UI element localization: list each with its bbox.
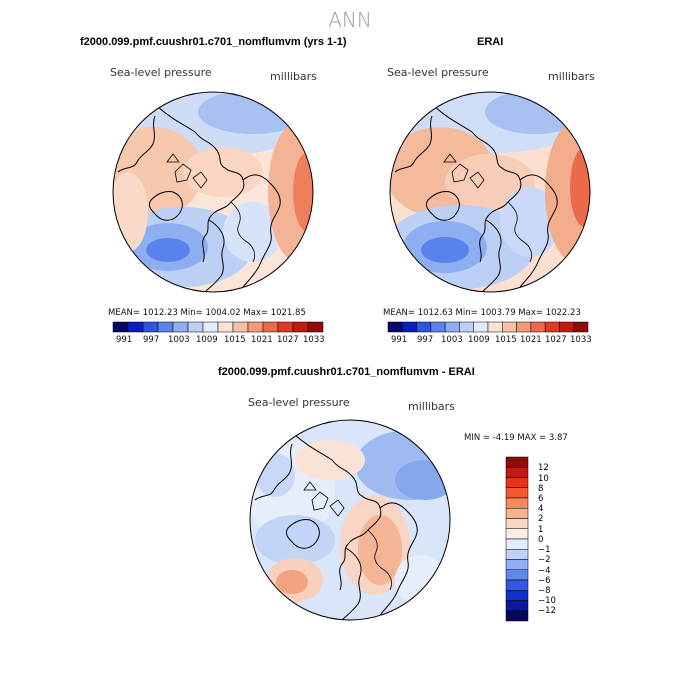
colorbar-swatch xyxy=(505,549,529,560)
tick-label: 1 xyxy=(538,525,544,535)
tick-label: 8 xyxy=(538,484,544,494)
tick-label: −12 xyxy=(538,606,556,616)
tick-label: −6 xyxy=(538,576,551,586)
colorbar-swatch xyxy=(544,321,560,333)
colorbar-swatch xyxy=(172,321,189,333)
colorbar-swatch xyxy=(217,321,234,333)
panel-2-map xyxy=(389,91,591,293)
colorbar-swatch xyxy=(307,321,324,333)
colorbar-swatch xyxy=(505,600,529,611)
colorbar-swatch xyxy=(402,321,417,333)
colorbar-swatch xyxy=(573,321,589,333)
tick-label: 1003 xyxy=(441,335,463,345)
colorbar-swatch xyxy=(505,477,529,488)
tick-label: 1027 xyxy=(545,335,567,345)
tick-label: 0 xyxy=(538,535,544,545)
colorbar-swatch xyxy=(505,456,529,468)
colorbar-swatch xyxy=(142,321,159,333)
tick-label: 1021 xyxy=(251,335,273,345)
panel-2-colorbar xyxy=(387,321,589,333)
colorbar-swatch xyxy=(505,487,529,499)
panel-3-colorbar xyxy=(505,456,529,622)
colorbar-swatch xyxy=(505,579,529,591)
colorbar-swatch xyxy=(505,528,529,540)
colorbar-swatch xyxy=(502,321,517,333)
colorbar-swatch xyxy=(505,559,529,570)
panel-2-variable: Sea-level pressure xyxy=(387,66,489,79)
tick-label: 1033 xyxy=(570,335,592,345)
colorbar-swatch xyxy=(187,321,204,333)
tick-label: −10 xyxy=(538,596,556,606)
colorbar-swatch xyxy=(505,610,529,622)
colorbar-swatch xyxy=(505,467,529,478)
panel-1-variable: Sea-level pressure xyxy=(110,66,212,79)
colorbar-swatch xyxy=(505,538,529,550)
panel-2-title: ERAI xyxy=(477,36,504,48)
tick-label: 6 xyxy=(538,494,544,504)
tick-label: 12 xyxy=(538,463,549,473)
colorbar-swatch xyxy=(487,321,503,333)
colorbar-swatch xyxy=(473,321,489,333)
colorbar-swatch xyxy=(232,321,249,333)
tick-label: −4 xyxy=(538,566,551,576)
colorbar-swatch xyxy=(277,321,294,333)
tick-label: 991 xyxy=(391,335,408,345)
colorbar-swatch xyxy=(444,321,460,333)
colorbar-swatch xyxy=(459,321,474,333)
tick-label: −1 xyxy=(538,545,551,555)
colorbar-swatch xyxy=(112,321,129,333)
colorbar-swatch xyxy=(127,321,144,333)
colorbar-swatch xyxy=(262,321,279,333)
colorbar-swatch xyxy=(516,321,532,333)
tick-label: 1009 xyxy=(468,335,490,345)
colorbar-swatch xyxy=(505,497,529,509)
colorbar-swatch xyxy=(247,321,264,333)
panel-2-units: millibars xyxy=(548,70,595,83)
tick-label: −8 xyxy=(538,586,551,596)
panel-1-title: f2000.099.pmf.cuushr01.c701_nomflumvm (y… xyxy=(80,36,347,48)
panel-1-colorbar xyxy=(112,321,324,333)
tick-label: 1033 xyxy=(303,335,325,345)
tick-label: 4 xyxy=(538,504,544,514)
main-title: ANN xyxy=(328,8,372,32)
colorbar-swatch xyxy=(416,321,432,333)
colorbar-swatch xyxy=(202,321,219,333)
tick-label: 991 xyxy=(116,335,133,345)
tick-label: 1021 xyxy=(520,335,542,345)
tick-label: 997 xyxy=(143,335,160,345)
colorbar-swatch xyxy=(505,508,529,519)
panel-3-units: millibars xyxy=(408,400,455,413)
tick-label: 1015 xyxy=(224,335,246,345)
panel-3-colorbar-ticks: 12 10 8 6 4 2 1 0 −1 −2 −4 −6 −8 −10 −12 xyxy=(538,460,578,625)
tick-label: 2 xyxy=(538,514,544,524)
panel-3-title: f2000.099.pmf.cuushr01.c701_nomflumvm - … xyxy=(218,366,475,378)
tick-label: 1003 xyxy=(168,335,190,345)
tick-label: 1027 xyxy=(277,335,299,345)
panel-1-colorbar-ticks: 991 997 1003 1009 1015 1021 1027 1033 xyxy=(113,335,325,347)
panel-1-map xyxy=(112,91,314,293)
colorbar-swatch xyxy=(530,321,546,333)
panel-1-stats: MEAN= 1012.23 Min= 1004.02 Max= 1021.85 xyxy=(108,308,306,318)
panel-3-stats: MIN = -4.19 MAX = 3.87 xyxy=(464,433,568,443)
panel-2-colorbar-ticks: 991 997 1003 1009 1015 1021 1027 1033 xyxy=(388,335,598,347)
panel-3-variable: Sea-level pressure xyxy=(248,396,350,409)
colorbar-swatch xyxy=(505,518,529,529)
tick-label: 1015 xyxy=(495,335,517,345)
colorbar-swatch xyxy=(505,590,529,601)
colorbar-swatch xyxy=(430,321,446,333)
tick-label: 1009 xyxy=(196,335,218,345)
tick-label: 997 xyxy=(417,335,434,345)
tick-label: −2 xyxy=(538,555,551,565)
tick-label: 10 xyxy=(538,474,549,484)
panel-3-map xyxy=(249,419,451,621)
colorbar-swatch xyxy=(292,321,309,333)
colorbar-swatch xyxy=(505,569,529,581)
panel-1-units: millibars xyxy=(270,70,317,83)
colorbar-swatch xyxy=(559,321,574,333)
colorbar-swatch xyxy=(387,321,403,333)
panel-2-stats: MEAN= 1012.63 Min= 1003.79 Max= 1022.23 xyxy=(383,308,581,318)
colorbar-swatch xyxy=(157,321,174,333)
